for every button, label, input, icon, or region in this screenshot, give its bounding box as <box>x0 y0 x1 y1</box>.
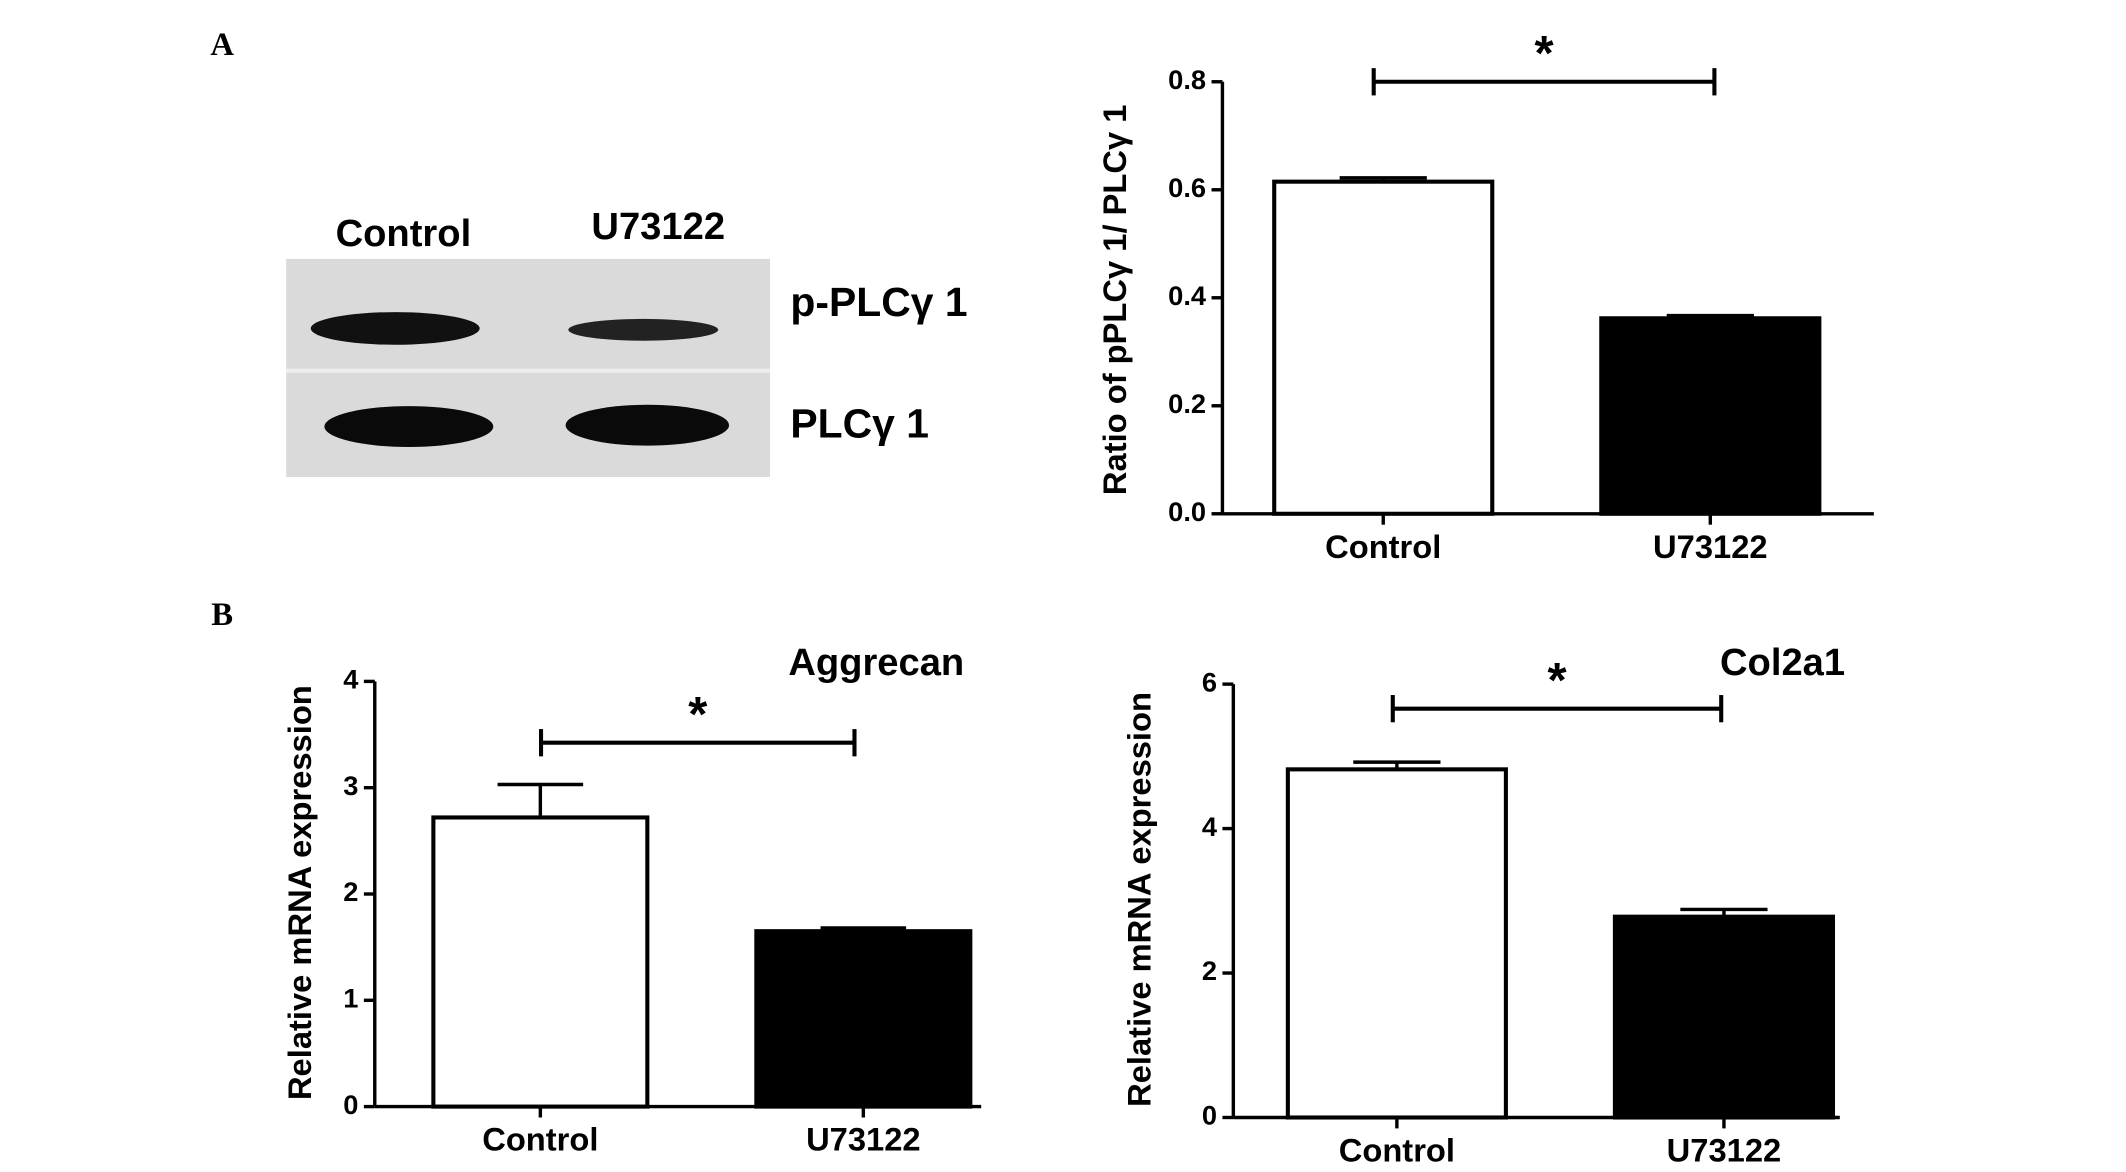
y-tick-label: 0.6 <box>1168 172 1206 203</box>
y-axis-label: Relative mRNA expression <box>1121 692 1158 1107</box>
y-tick-label: 6 <box>1202 666 1217 697</box>
western-blot: Control U73122 p-PLCγ 1 PLCγ 1 <box>286 205 968 477</box>
blot-band <box>568 318 719 341</box>
chart-title: Col2a1 <box>1720 641 1845 684</box>
bar <box>754 929 973 1109</box>
y-axis-label: Ratio of pPLCγ 1/ PLCγ 1 <box>1096 105 1133 495</box>
bar <box>1599 316 1822 516</box>
x-tick-label: Control <box>1325 528 1441 565</box>
panel-label: A <box>210 27 234 63</box>
x-tick-label: Control <box>482 1121 598 1158</box>
y-tick-label: 4 <box>1202 811 1218 842</box>
band-label: PLCγ 1 <box>790 400 929 446</box>
y-tick-label: 2 <box>343 876 358 907</box>
significance-label: * <box>1535 27 1555 81</box>
bar-chart: 0 1 2 3 4 Control U73122 * Aggrecan Relative mRNA… <box>281 641 982 1158</box>
y-axis-label: Relative mRNA expression <box>281 685 318 1100</box>
y-tick-label: 3 <box>343 770 358 801</box>
y-tick-label: 1 <box>343 982 358 1013</box>
blot-band <box>310 312 480 345</box>
x-tick-label: Control <box>1339 1132 1455 1169</box>
y-tick-label: 0 <box>1202 1100 1217 1131</box>
bar <box>1285 767 1508 1120</box>
bar <box>1272 179 1495 516</box>
figure-content: A B Control U73122 p-PLCγ 1 PLCγ 1 0.00.… <box>210 27 1874 1169</box>
chart-title: Aggrecan <box>788 641 964 684</box>
y-tick-label: 0 <box>343 1089 358 1120</box>
x-tick-label: U73122 <box>1667 1132 1782 1169</box>
significance-label: * <box>688 688 708 742</box>
bar-chart: 0 2 4 6 Control U73122 * Col2a1 Relative mRNA ex… <box>1121 641 1845 1168</box>
y-tick-label: 0.2 <box>1168 388 1206 419</box>
y-tick-label: 0.8 <box>1168 64 1206 95</box>
y-tick-label: 2 <box>1202 955 1217 986</box>
x-tick-label: U73122 <box>806 1121 921 1158</box>
y-tick-label: 0.0 <box>1168 496 1206 527</box>
band-label: p-PLCγ 1 <box>790 279 967 325</box>
lane-label: U73122 <box>591 205 725 248</box>
y-tick-label: 4 <box>343 664 359 695</box>
lane-label: Control <box>336 212 472 255</box>
y-tick-label: 0.4 <box>1168 280 1207 311</box>
blot-band <box>324 406 494 447</box>
panel-label: B <box>211 597 233 633</box>
blot-background <box>286 258 770 477</box>
blot-band <box>565 404 730 446</box>
x-tick-label: U73122 <box>1653 528 1768 565</box>
bar <box>1612 914 1836 1120</box>
bar-chart: 0.0 0.2 0.4 0.6 0.8 Control U73122 * Ratio of pP… <box>1096 27 1874 565</box>
bar <box>431 815 650 1109</box>
significance-label: * <box>1547 654 1567 708</box>
